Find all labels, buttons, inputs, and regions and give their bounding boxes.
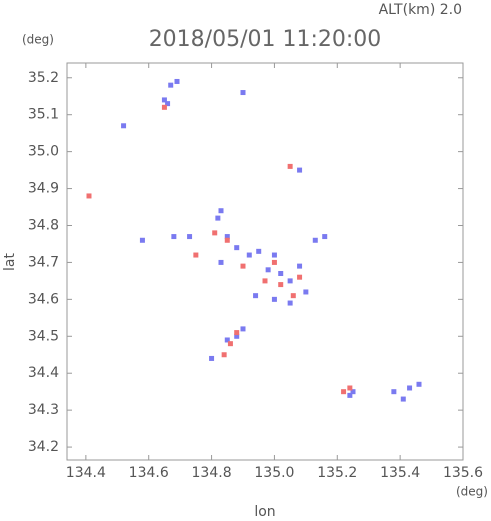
echo-point <box>161 104 167 110</box>
echo-point <box>297 274 303 280</box>
y-tick-label: 35.2 <box>28 70 59 86</box>
y-tick-label: 34.3 <box>28 402 59 418</box>
y-tick-label: 34.2 <box>28 439 59 455</box>
echo-point <box>347 392 353 398</box>
echo-point <box>168 82 174 88</box>
x-tick-label: 134.8 <box>192 465 232 481</box>
echo-point <box>407 385 413 391</box>
echo-point <box>227 341 233 347</box>
echo-point <box>193 252 199 258</box>
echo-point <box>265 267 271 273</box>
y-axis-label: lat <box>2 253 18 271</box>
echo-point <box>165 101 171 107</box>
x-tick-label: 134.6 <box>129 465 169 481</box>
echo-point <box>303 289 309 295</box>
echo-point <box>287 278 293 284</box>
echo-point <box>271 252 277 258</box>
y-tick-label: 34.9 <box>28 181 59 197</box>
echo-point <box>400 396 406 402</box>
y-tick-label: 35.1 <box>28 107 59 123</box>
x-tick-label: 135.2 <box>317 465 357 481</box>
y-tick-label: 34.5 <box>28 328 59 344</box>
x-tick-label: 134.4 <box>66 465 106 481</box>
echo-point <box>322 234 328 240</box>
echo-point <box>218 259 224 265</box>
echo-point <box>350 389 356 395</box>
echo-point <box>240 326 246 332</box>
echo-point <box>161 97 167 103</box>
echo-point <box>297 263 303 269</box>
echo-point <box>174 78 180 84</box>
plot-frame <box>66 62 464 461</box>
x-tick-label: 135.6 <box>443 465 483 481</box>
echo-point <box>278 271 284 277</box>
echo-point <box>234 245 240 251</box>
x-tick-label: 135.0 <box>254 465 294 481</box>
echo-point <box>391 389 397 395</box>
echo-point <box>212 230 218 236</box>
x-unit: (deg) <box>456 485 488 499</box>
echo-point <box>234 330 240 336</box>
echo-point <box>221 352 227 358</box>
altitude-label: ALT(km) 2.0 <box>379 2 462 18</box>
echo-point <box>240 263 246 269</box>
echo-point <box>224 337 230 343</box>
y-tick-label: 34.6 <box>28 291 59 307</box>
echo-point <box>312 237 318 243</box>
echo-point <box>290 293 296 299</box>
echo-point <box>171 234 177 240</box>
y-tick-label: 34.4 <box>28 365 59 381</box>
echo-point <box>278 282 284 288</box>
echo-point <box>287 163 293 169</box>
echo-point <box>121 123 127 129</box>
y-tick-label: 35.0 <box>28 144 59 160</box>
chart-title: 2018/05/01 11:20:00 <box>149 27 382 52</box>
echo-point <box>209 355 215 361</box>
echo-point <box>297 167 303 173</box>
y-unit: (deg) <box>22 33 54 47</box>
echo-point <box>287 300 293 306</box>
y-tick-label: 34.7 <box>28 254 59 270</box>
x-axis-label: lon <box>254 504 275 520</box>
y-tick-label: 34.8 <box>28 217 59 233</box>
echo-point <box>139 237 145 243</box>
echo-point <box>224 234 230 240</box>
echo-point <box>416 381 422 387</box>
echo-point <box>262 278 268 284</box>
echo-point <box>215 215 221 221</box>
echo-point <box>187 234 193 240</box>
echo-point <box>253 293 259 299</box>
echo-point <box>86 193 92 199</box>
echo-point <box>271 259 277 265</box>
echo-point <box>234 333 240 339</box>
echo-point <box>224 237 230 243</box>
echo-point <box>218 208 224 214</box>
echo-point <box>246 252 252 258</box>
echo-point <box>347 385 353 391</box>
echo-point <box>240 90 246 96</box>
echo-point <box>256 248 262 254</box>
echo-point <box>341 389 347 395</box>
x-tick-label: 135.4 <box>380 465 420 481</box>
echo-point <box>271 296 277 302</box>
